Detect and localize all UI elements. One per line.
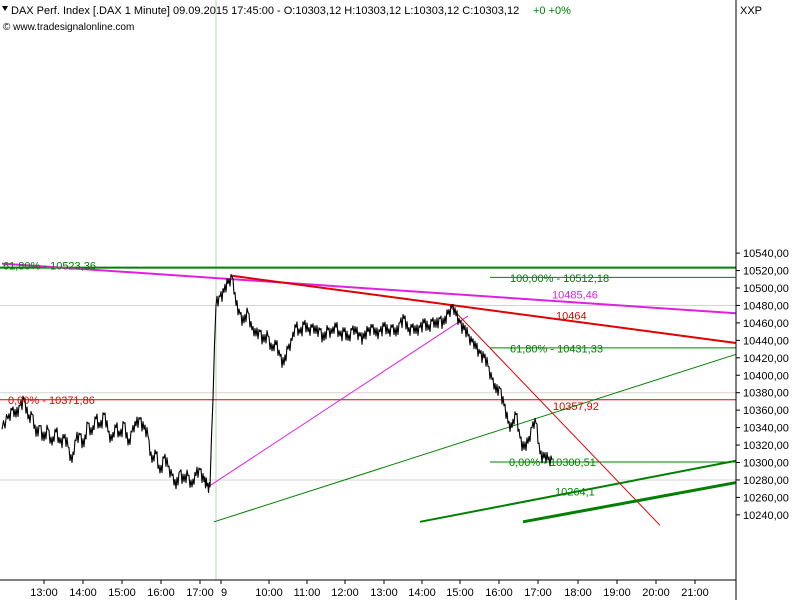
y-tick-label: 10240,00 bbox=[743, 510, 789, 522]
watermark: © www.tradesignalonline.com bbox=[3, 22, 134, 33]
level-annotation-label: 10485,46 bbox=[552, 289, 598, 301]
y-tick-label: 10380,00 bbox=[743, 388, 789, 400]
y-tick-label: 10420,00 bbox=[743, 353, 789, 365]
dropdown-arrow-icon[interactable] bbox=[2, 6, 8, 11]
y-tick-label: 10280,00 bbox=[743, 475, 789, 487]
annotation-layer: 61,80% - 10523,36 100,00% - 10512,18 10485… bbox=[3, 261, 609, 499]
x-tick-label: 14:00 bbox=[408, 587, 436, 599]
price-layer bbox=[1, 273, 553, 494]
x-tick-label: 17:00 bbox=[524, 587, 552, 599]
x-tick-label: 15:00 bbox=[108, 587, 136, 599]
line-layer bbox=[1, 262, 737, 526]
x-tick-label: 13:00 bbox=[30, 587, 58, 599]
level-annotation-label: 10464 bbox=[556, 310, 587, 322]
x-tick-label: 19:00 bbox=[603, 587, 631, 599]
green-trend-thin-line bbox=[213, 353, 737, 523]
x-tick-label: 17:00 bbox=[186, 587, 214, 599]
x-tick-label: 10:00 bbox=[255, 587, 283, 599]
level-annotation-label: 61,80% - 10431,33 bbox=[510, 344, 603, 356]
y-tick-label: 10440,00 bbox=[743, 335, 789, 347]
x-tick-label: 14:00 bbox=[69, 587, 97, 599]
x-tick-label: 20:00 bbox=[642, 587, 670, 599]
y-tick-label: 10540,00 bbox=[743, 248, 789, 260]
level-annotation-label: 100,00% - 10512,18 bbox=[510, 273, 609, 285]
y-axis-unit-label: XXP bbox=[740, 5, 762, 17]
y-tick-label: 10520,00 bbox=[743, 266, 789, 278]
x-tick-label: 16:00 bbox=[147, 587, 175, 599]
y-tick-label: 10260,00 bbox=[743, 492, 789, 504]
y-tick-label: 10400,00 bbox=[743, 370, 789, 382]
chart-change: +0 +0% bbox=[533, 5, 571, 17]
y-tick-label: 10500,00 bbox=[743, 283, 789, 295]
x-tick-label: 16:00 bbox=[485, 587, 513, 599]
x-tick-label: 18:00 bbox=[564, 587, 592, 599]
green-trend-thick-line bbox=[522, 481, 737, 524]
y-tick-label: 10360,00 bbox=[743, 405, 789, 417]
green-trend-mid-line bbox=[419, 459, 737, 523]
x-tick-label: 15:00 bbox=[446, 587, 474, 599]
magenta-downtrend-line bbox=[1, 262, 737, 315]
level-annotation-label: 10357,92 bbox=[553, 401, 599, 413]
level-annotation-label: 10264,1 bbox=[555, 487, 595, 499]
magenta-rise-line bbox=[207, 315, 469, 488]
header-layer: DAX Perf. Index [.DAX 1 Minute] 09.09.20… bbox=[2, 5, 762, 33]
red-fall-line bbox=[449, 305, 661, 526]
y-tick-label: 10340,00 bbox=[743, 423, 789, 435]
y-tick-label: 10460,00 bbox=[743, 318, 789, 330]
x-tick-label: 21:00 bbox=[681, 587, 709, 599]
x-tick-label: 9 bbox=[221, 587, 227, 599]
grid-layer bbox=[0, 0, 736, 580]
price-series-line bbox=[1, 273, 553, 494]
x-tick-label: 11:00 bbox=[294, 587, 321, 599]
axis-layer: 10240,00 10260,00 10280,00 10300,00 10320,00… bbox=[0, 0, 789, 600]
level-annotation-label: 0,00% - 10300,51 bbox=[509, 457, 596, 469]
y-tick-label: 10480,00 bbox=[743, 300, 789, 312]
chart-title: DAX Perf. Index [.DAX 1 Minute] 09.09.20… bbox=[11, 5, 519, 17]
y-tick-label: 10320,00 bbox=[743, 440, 789, 452]
level-annotation-label: 0,00% - 10371,86 bbox=[8, 395, 95, 407]
red-downtrend-line bbox=[231, 274, 737, 344]
level-annotation-label: 61,80% - 10523,36 bbox=[3, 261, 96, 273]
level-layer bbox=[0, 266, 736, 463]
x-tick-label: 13:00 bbox=[370, 587, 398, 599]
x-tick-label: 12:00 bbox=[331, 587, 359, 599]
y-tick-label: 10300,00 bbox=[743, 458, 789, 470]
